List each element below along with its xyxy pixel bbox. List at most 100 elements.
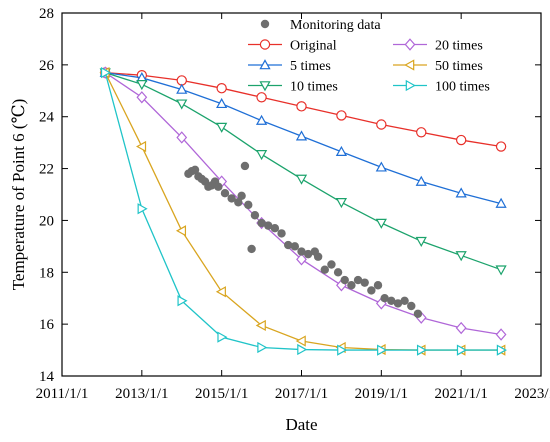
y-tick-label: 14 (39, 369, 55, 385)
series-point (295, 174, 308, 185)
x-tick-label: 2013/1/1 (115, 386, 168, 402)
x-tick-label: 2021/1/1 (434, 386, 487, 402)
x-tick-label: 2017/1/1 (275, 386, 328, 402)
series-line (104, 72, 502, 336)
monitoring-point (303, 249, 313, 259)
x-tick-label: 2011/1/1 (36, 386, 89, 402)
monitoring-point (290, 242, 300, 251)
monitoring-point (407, 301, 416, 311)
monitoring-point (353, 275, 363, 285)
series-point (375, 218, 387, 229)
x-axis-label: Date (285, 415, 317, 434)
series-point (136, 91, 148, 104)
legend-label: Monitoring data (290, 18, 381, 33)
series-point (176, 131, 188, 144)
series-point (376, 119, 387, 130)
monitoring-point (270, 224, 280, 233)
series-point (176, 83, 188, 94)
series-point (415, 175, 427, 186)
monitoring-point (400, 296, 409, 306)
series-point (257, 341, 268, 354)
legend-marker (404, 59, 415, 71)
y-tick-label: 26 (39, 58, 55, 74)
series-point (255, 319, 266, 332)
y-tick-label: 16 (39, 317, 55, 333)
monitoring-point (340, 275, 349, 285)
series-point (256, 92, 267, 103)
series-point (136, 80, 148, 91)
monitoring-point (413, 309, 423, 318)
legend: Monitoring data Original 5 times 10 times 20… (248, 18, 490, 95)
series-point (336, 110, 347, 121)
series-point (337, 344, 348, 356)
series-point (375, 161, 387, 172)
monitoring-point (244, 200, 253, 210)
series-line (104, 72, 502, 351)
monitoring-point (387, 296, 396, 306)
series-point (216, 97, 228, 109)
legend-marker (404, 38, 416, 51)
series-point (216, 122, 228, 133)
monitoring-point (247, 244, 256, 254)
series-point (295, 130, 308, 141)
axis-layer: 2011/1/1 2013/1/1 2015/1/1 2017/1/1 2019/1/1… (36, 6, 550, 402)
series-point (335, 197, 348, 209)
series-1 (99, 66, 507, 208)
monitoring-point (327, 260, 336, 269)
legend-marker (260, 19, 270, 29)
monitoring-point (257, 218, 266, 228)
monitoring-point (237, 191, 246, 200)
monitoring-point (250, 211, 260, 220)
monitoring-point (220, 189, 230, 198)
series-point (455, 187, 467, 198)
monitoring-point (373, 281, 383, 290)
legend-label: 100 times (435, 80, 490, 95)
series-2 (99, 68, 507, 276)
series-point (100, 67, 112, 79)
legend-label: 20 times (435, 39, 483, 54)
legend-label: Original (290, 39, 337, 54)
monitoring-point (380, 294, 389, 303)
y-tick-label: 24 (39, 110, 55, 126)
series-point (456, 344, 468, 356)
monitoring-point (234, 198, 243, 207)
y-tick-label: 22 (39, 162, 54, 178)
legend-label: 50 times (435, 59, 483, 74)
series-point (335, 145, 348, 156)
series-point (495, 328, 507, 341)
monitoring-point (227, 194, 236, 203)
x-tick-label: 2019/1/1 (355, 386, 408, 402)
series-point (416, 127, 427, 138)
y-axis-label: Temperature of Point 6 (℃) (9, 99, 28, 291)
series-point (137, 203, 148, 215)
series-point (415, 236, 427, 248)
monitoring-point (313, 252, 323, 261)
x-tick-label: 2023/1/1 (514, 386, 550, 402)
series-point (416, 344, 428, 356)
series-point (216, 82, 227, 94)
series-point (175, 225, 187, 237)
series-point (217, 331, 228, 343)
y-tick-label: 20 (39, 213, 54, 229)
legend-label: 5 times (290, 59, 331, 74)
series-point (496, 344, 507, 356)
monitoring-point (347, 281, 356, 290)
series-point (377, 344, 388, 356)
series-point (176, 99, 188, 110)
series-point (297, 343, 308, 356)
monitoring-layer (184, 161, 423, 318)
y-tick-label: 28 (39, 6, 54, 22)
series-point (255, 150, 268, 161)
monitoring-point (393, 299, 403, 308)
monitoring-point (297, 247, 306, 256)
series-point (495, 265, 507, 276)
series-line (104, 72, 502, 351)
series-point (455, 321, 467, 335)
series-point (495, 141, 507, 152)
legend-marker (405, 79, 416, 92)
monitoring-point (277, 229, 286, 238)
series-point (135, 140, 147, 153)
x-tick-label: 2015/1/1 (195, 386, 248, 402)
monitoring-point (367, 286, 376, 295)
